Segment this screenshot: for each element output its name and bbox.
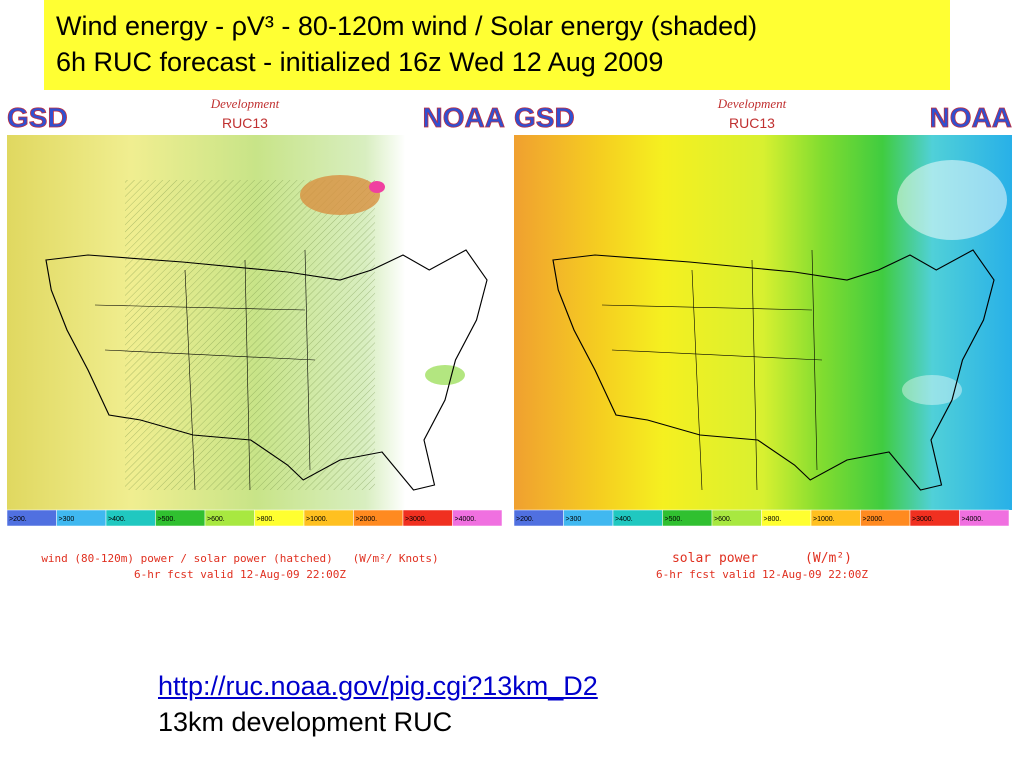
legend-label: >4000.	[455, 516, 477, 523]
title-line: Wind energy - ρV³ - 80-120m wind / Solar…	[56, 11, 758, 41]
state-lines	[601, 249, 823, 491]
caption: wind (80-120m) power / solar power (hatc…	[41, 552, 438, 565]
legend-label: >500.	[158, 516, 176, 523]
blob	[300, 175, 380, 215]
hatch	[125, 180, 375, 490]
model: RUC13	[729, 115, 775, 131]
coastline	[552, 249, 995, 491]
legend-label: >4000.	[962, 516, 984, 523]
banner: Development	[717, 96, 787, 111]
legend-label: >2000.	[356, 516, 378, 523]
legend-label: >300	[59, 516, 75, 523]
legend-label: >3000.	[912, 516, 934, 523]
title-line: 6h RUC forecast - initialized 16z Wed 12…	[56, 47, 664, 77]
maps: GSD Development RUC13 NOAA >200. >300 >400. >50…	[7, 96, 1013, 581]
legend-label: >600.	[714, 516, 732, 523]
legend-label: >400.	[108, 516, 126, 523]
legend-label: >800.	[257, 516, 275, 523]
legend-label: >3000.	[405, 516, 427, 523]
caption: 6-hr fcst valid 12-Aug-09 22:00Z	[656, 568, 868, 581]
state-lines	[94, 249, 316, 491]
logo: NOAA	[423, 102, 505, 133]
legend-label: >800.	[764, 516, 782, 523]
caption: 6-hr fcst valid 12-Aug-09 22:00Z	[134, 568, 346, 581]
legend-label: >500.	[665, 516, 683, 523]
map-panel: GSD Development RUC13 NOAA >200. >300 >400. >50…	[7, 96, 506, 581]
legend-swatch	[959, 509, 1010, 527]
logo: GSD	[514, 102, 575, 133]
legend-label: >200.	[9, 516, 27, 523]
banner: Development	[210, 96, 280, 111]
logo: GSD	[7, 102, 68, 133]
legend-label: >2000.	[863, 516, 885, 523]
model: RUC13	[222, 115, 268, 131]
legend-label: >1000.	[306, 516, 328, 523]
legend-label: >400.	[615, 516, 633, 523]
footer: http://ruc.noaa.gov/pig.cgi?13km_D2 13km…	[158, 668, 598, 740]
legend-label: >200.	[516, 516, 534, 523]
blob	[425, 365, 465, 385]
legend-label: >600.	[207, 516, 225, 523]
legend-swatch	[452, 509, 503, 527]
caption: solar power (W/m²)	[672, 551, 852, 566]
blob	[369, 181, 385, 193]
logo: NOAA	[930, 102, 1012, 133]
link[interactable]: http://ruc.noaa.gov/pig.cgi?13km_D2	[158, 671, 598, 701]
legend-label: >300	[566, 516, 582, 523]
note: 13km development RUC	[158, 707, 453, 737]
legend-label: >1000.	[813, 516, 835, 523]
title-box: Wind energy - ρV³ - 80-120m wind / Solar…	[44, 0, 950, 90]
map-panel: GSD Development RUC13 NOAA >200. >300 >400. >50…	[514, 96, 1013, 581]
blob	[902, 375, 962, 405]
coastline	[45, 249, 488, 491]
blob	[897, 160, 1007, 240]
